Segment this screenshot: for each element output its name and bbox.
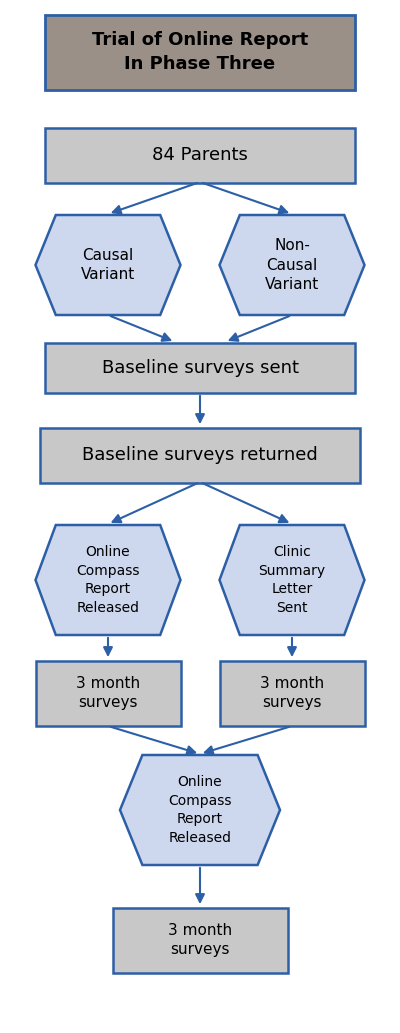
FancyBboxPatch shape <box>45 14 355 90</box>
FancyBboxPatch shape <box>220 660 364 725</box>
FancyBboxPatch shape <box>40 428 360 482</box>
Text: Clinic
Summary
Letter
Sent: Clinic Summary Letter Sent <box>258 545 326 615</box>
Polygon shape <box>36 525 180 635</box>
Text: 84 Parents: 84 Parents <box>152 146 248 164</box>
FancyBboxPatch shape <box>112 908 288 972</box>
FancyBboxPatch shape <box>45 343 355 393</box>
Text: Non-
Causal
Variant: Non- Causal Variant <box>265 238 319 292</box>
Text: 3 month
surveys: 3 month surveys <box>76 676 140 711</box>
FancyBboxPatch shape <box>36 660 180 725</box>
Text: Baseline surveys sent: Baseline surveys sent <box>102 359 298 377</box>
Polygon shape <box>120 755 280 865</box>
Text: Online
Compass
Report
Released: Online Compass Report Released <box>76 545 140 615</box>
Text: Baseline surveys returned: Baseline surveys returned <box>82 446 318 464</box>
Text: Trial of Online Report
In Phase Three: Trial of Online Report In Phase Three <box>92 31 308 72</box>
Polygon shape <box>220 525 364 635</box>
Polygon shape <box>220 215 364 315</box>
Text: 3 month
surveys: 3 month surveys <box>168 922 232 958</box>
Text: Online
Compass
Report
Released: Online Compass Report Released <box>168 776 232 845</box>
Text: 3 month
surveys: 3 month surveys <box>260 676 324 711</box>
Polygon shape <box>36 215 180 315</box>
FancyBboxPatch shape <box>45 127 355 183</box>
Text: Causal
Variant: Causal Variant <box>81 248 135 282</box>
